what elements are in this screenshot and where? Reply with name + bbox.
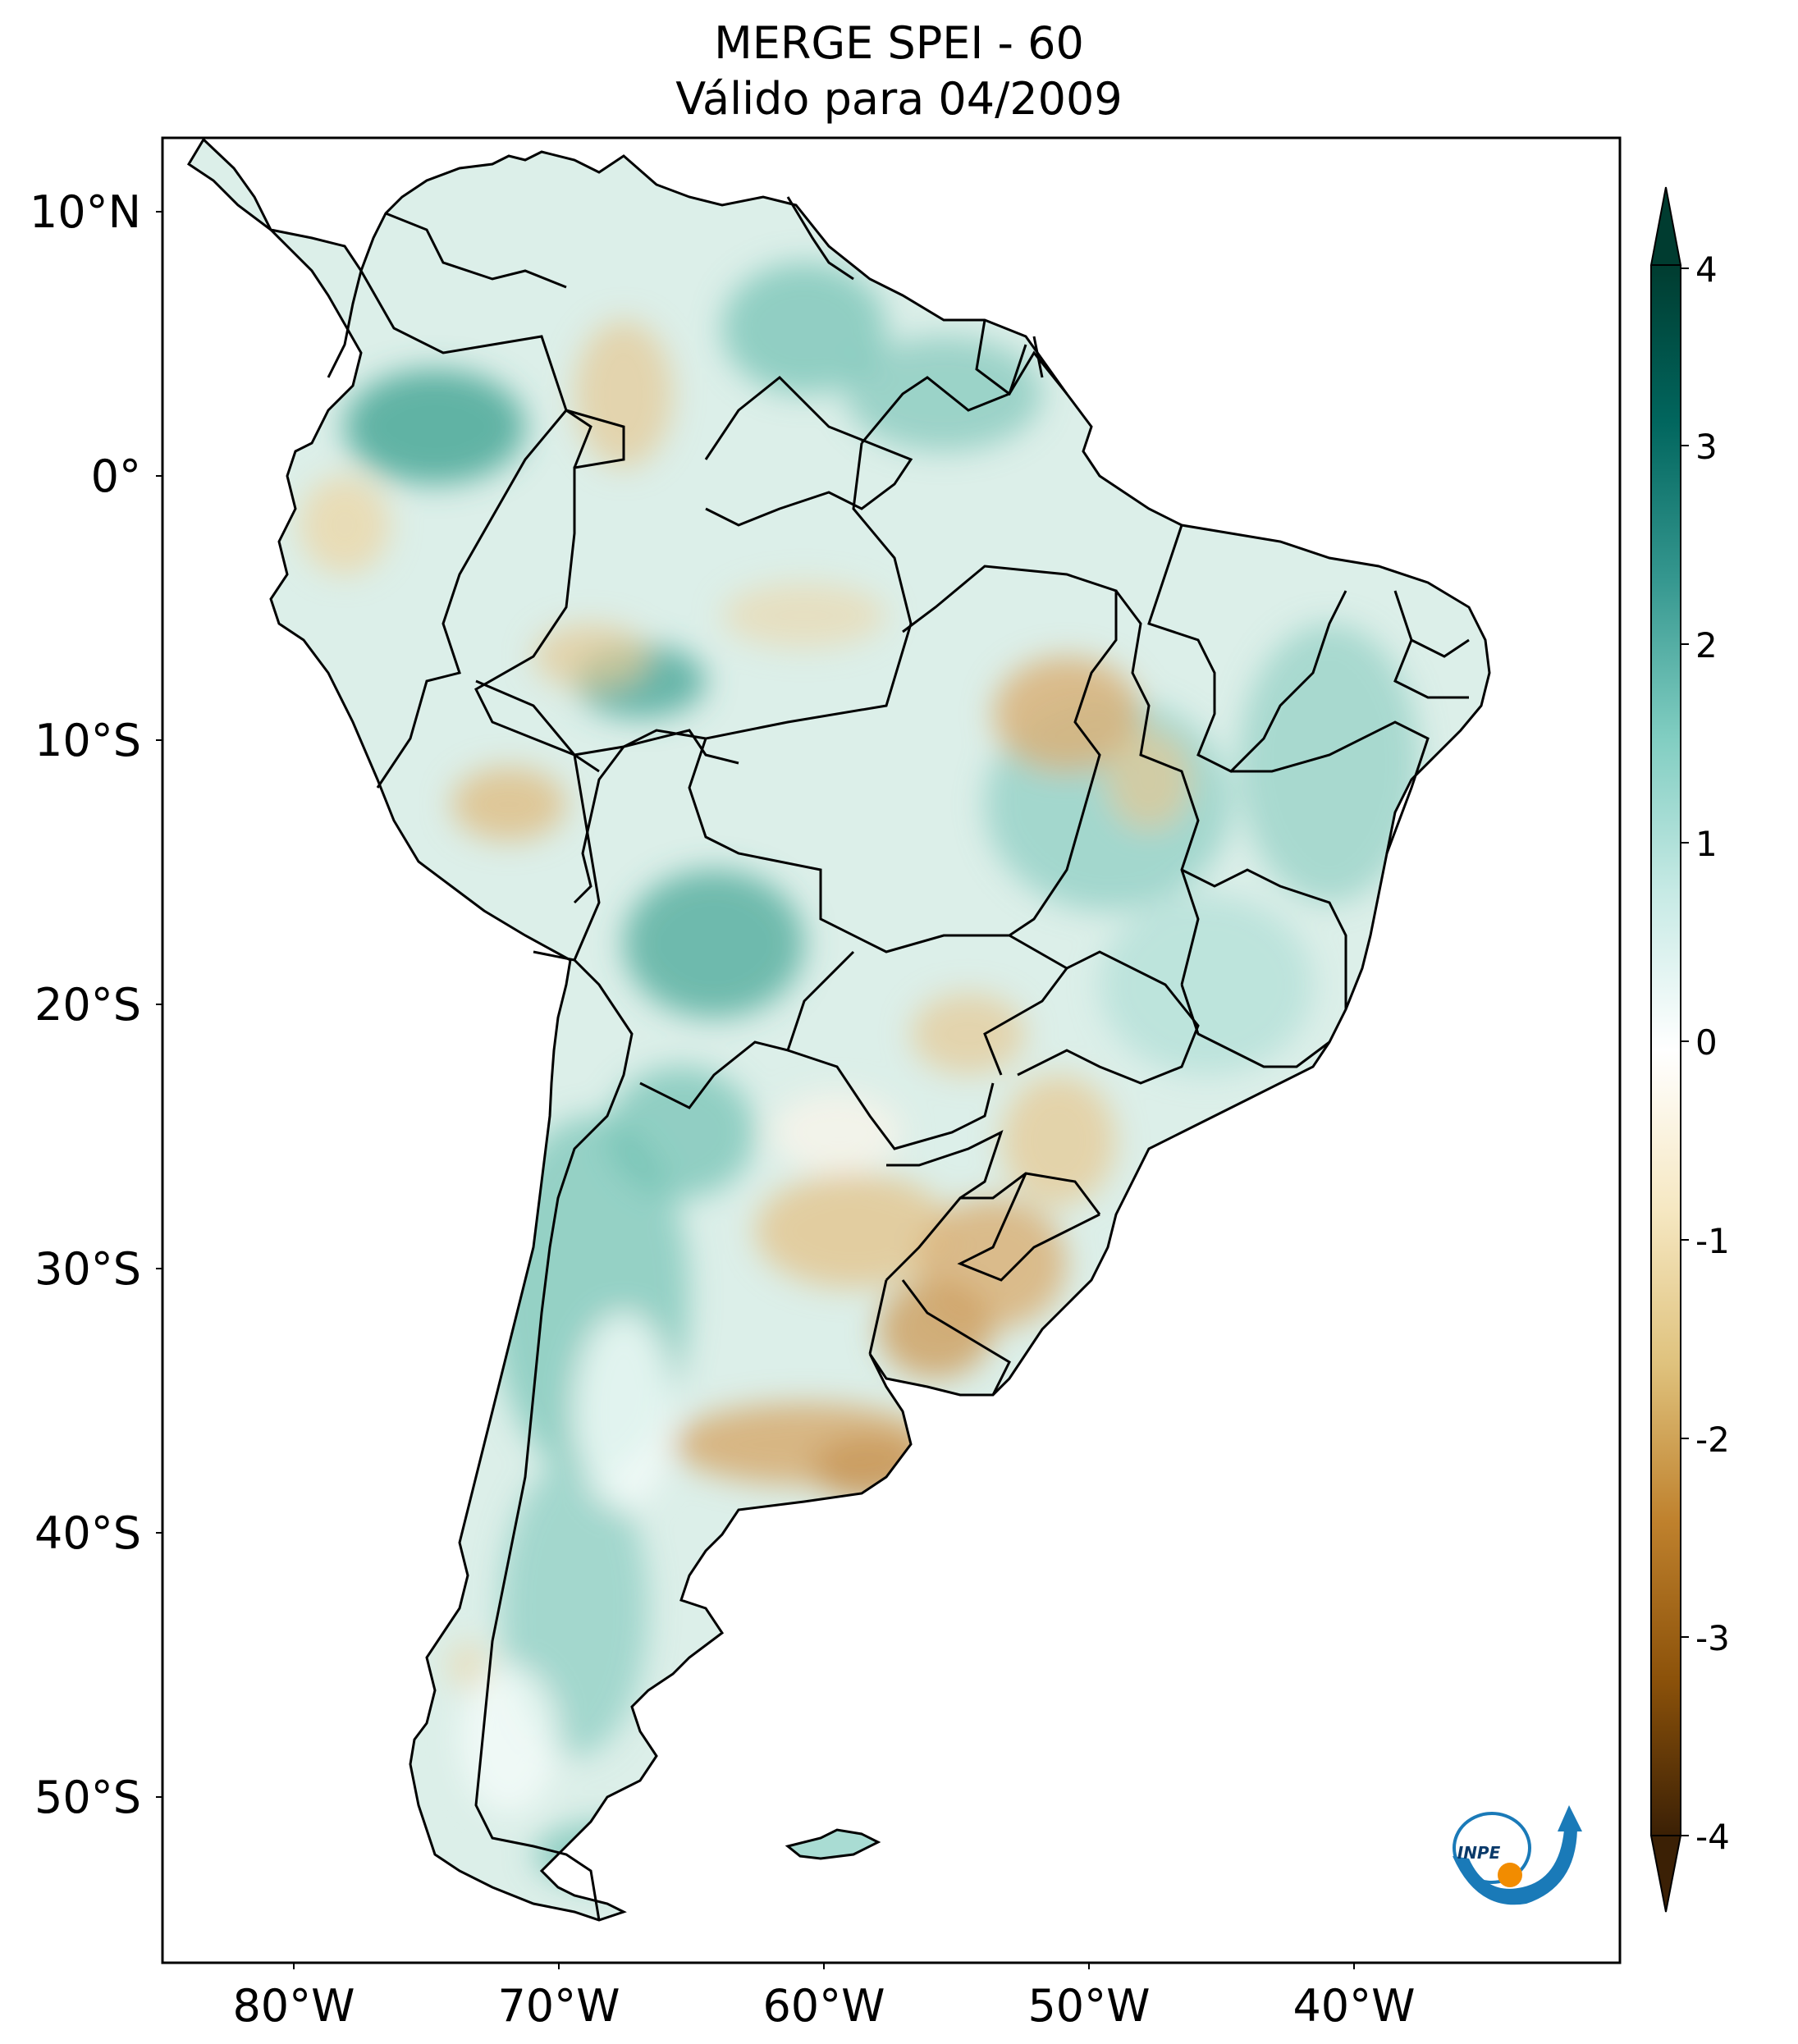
lon-label: 60°W [762, 1980, 885, 2032]
latitude-labels: 10°N 0° 10°S 20°S 30°S 40°S 50°S [30, 186, 141, 1823]
colorbar-tick-label: -2 [1695, 1420, 1730, 1460]
lon-label: 50°W [1027, 1980, 1150, 2032]
colorbar-tick-label: 0 [1695, 1022, 1718, 1063]
logo-text: INPE [1457, 1843, 1501, 1863]
lon-label: 40°W [1292, 1980, 1415, 2032]
colorbar-tick-label: 3 [1695, 427, 1718, 467]
inpe-logo: INPE [1453, 1805, 1582, 1905]
colorbar-tick-label: -4 [1695, 1817, 1730, 1857]
lon-label: 80°W [232, 1980, 355, 2032]
lat-label: 10°S [34, 715, 141, 766]
borders [327, 196, 1470, 1921]
lat-label: 50°S [34, 1772, 141, 1823]
lat-label: 20°S [34, 979, 141, 1031]
colorbar-tick-label: -1 [1695, 1221, 1730, 1261]
lat-label: 40°S [34, 1507, 141, 1559]
map-title: MERGE SPEI - 60 [714, 17, 1084, 69]
lon-label: 70°W [497, 1980, 620, 2032]
colorbar-gradient [1651, 265, 1681, 1836]
colorbar-tick-label: -3 [1695, 1618, 1730, 1658]
colorbar-extend-min [1649, 1835, 1682, 1913]
axis-ticks [156, 211, 1355, 1969]
colorbar-tick-label: 1 [1695, 824, 1718, 864]
lat-label: 0° [91, 450, 141, 502]
map-subtitle: Válido para 04/2009 [675, 73, 1123, 125]
colorbar-tick-label: 2 [1695, 625, 1718, 665]
falkland-islands [785, 1828, 881, 1860]
colorbar: 4 3 2 1 0 -1 -2 -3 -4 [1649, 186, 1730, 1913]
colorbar-tick-label: 4 [1695, 249, 1718, 290]
colorbar-extend-max [1649, 186, 1682, 266]
lat-label: 30°S [34, 1243, 141, 1295]
lat-label: 10°N [30, 186, 141, 238]
longitude-labels: 80°W 70°W 60°W 50°W 40°W [232, 1980, 1415, 2032]
